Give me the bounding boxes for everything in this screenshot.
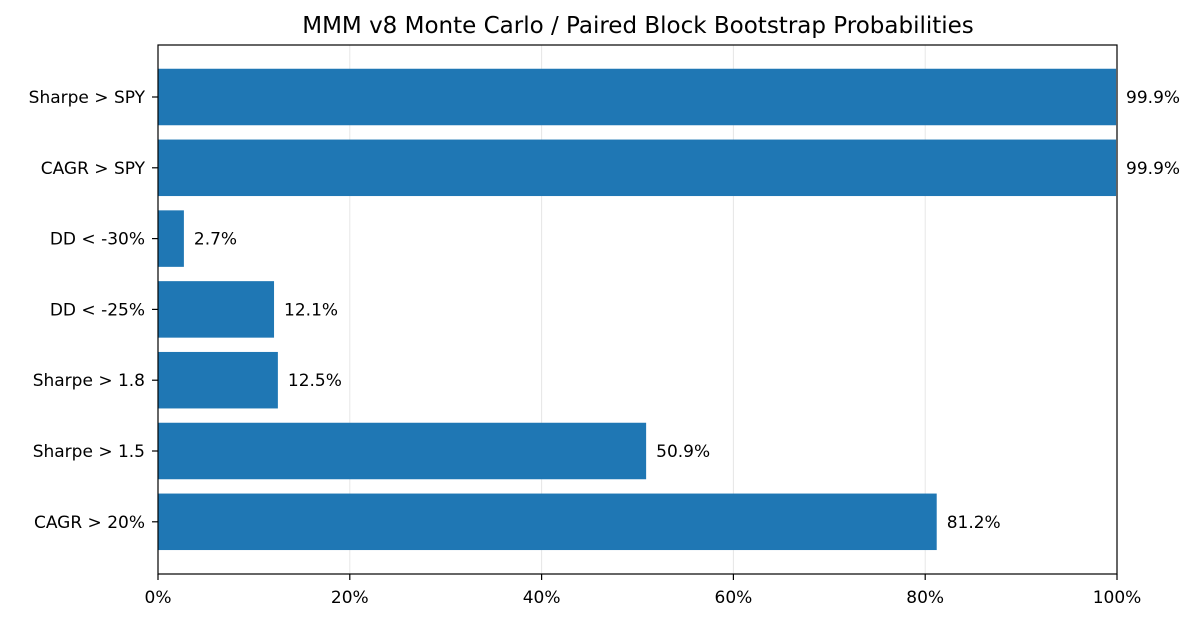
x-tick-label: 100% bbox=[1093, 588, 1142, 608]
data-label: 2.7% bbox=[194, 230, 237, 250]
data-label: 99.9% bbox=[1126, 159, 1180, 179]
y-tick-label: CAGR > 20% bbox=[34, 513, 145, 533]
y-tick-label: DD < -30% bbox=[50, 230, 145, 250]
y-tick-label: CAGR > SPY bbox=[41, 159, 146, 179]
y-tick-label: DD < -25% bbox=[50, 300, 145, 320]
bar bbox=[158, 139, 1117, 197]
data-label: 12.1% bbox=[284, 300, 338, 320]
y-tick-label: Sharpe > 1.8 bbox=[33, 371, 145, 391]
bar bbox=[158, 68, 1117, 126]
bar bbox=[158, 422, 647, 480]
bar bbox=[158, 493, 937, 551]
value-labels: 99.9% 99.9% 2.7% 12.1% 12.5% 50.9% 81.2% bbox=[194, 88, 1180, 533]
data-label: 81.2% bbox=[947, 513, 1001, 533]
data-label: 12.5% bbox=[288, 371, 342, 391]
x-axis: 0% 20% 40% 60% 80% 100% bbox=[145, 574, 1142, 608]
y-tick-label: Sharpe > SPY bbox=[29, 88, 146, 108]
chart-title: MMM v8 Monte Carlo / Paired Block Bootst… bbox=[302, 13, 974, 39]
data-label: 50.9% bbox=[656, 442, 710, 462]
bar bbox=[158, 210, 184, 267]
y-axis: Sharpe > SPY CAGR > SPY DD < -30% DD < -25%… bbox=[29, 88, 158, 533]
bars bbox=[158, 68, 1117, 551]
bar bbox=[158, 281, 275, 338]
x-tick-label: 20% bbox=[331, 588, 369, 608]
x-tick-label: 80% bbox=[906, 588, 944, 608]
x-tick-label: 0% bbox=[145, 588, 172, 608]
bar bbox=[158, 351, 278, 409]
y-tick-label: Sharpe > 1.5 bbox=[33, 442, 145, 462]
x-tick-label: 40% bbox=[523, 588, 561, 608]
data-label: 99.9% bbox=[1126, 88, 1180, 108]
x-tick-label: 60% bbox=[715, 588, 753, 608]
